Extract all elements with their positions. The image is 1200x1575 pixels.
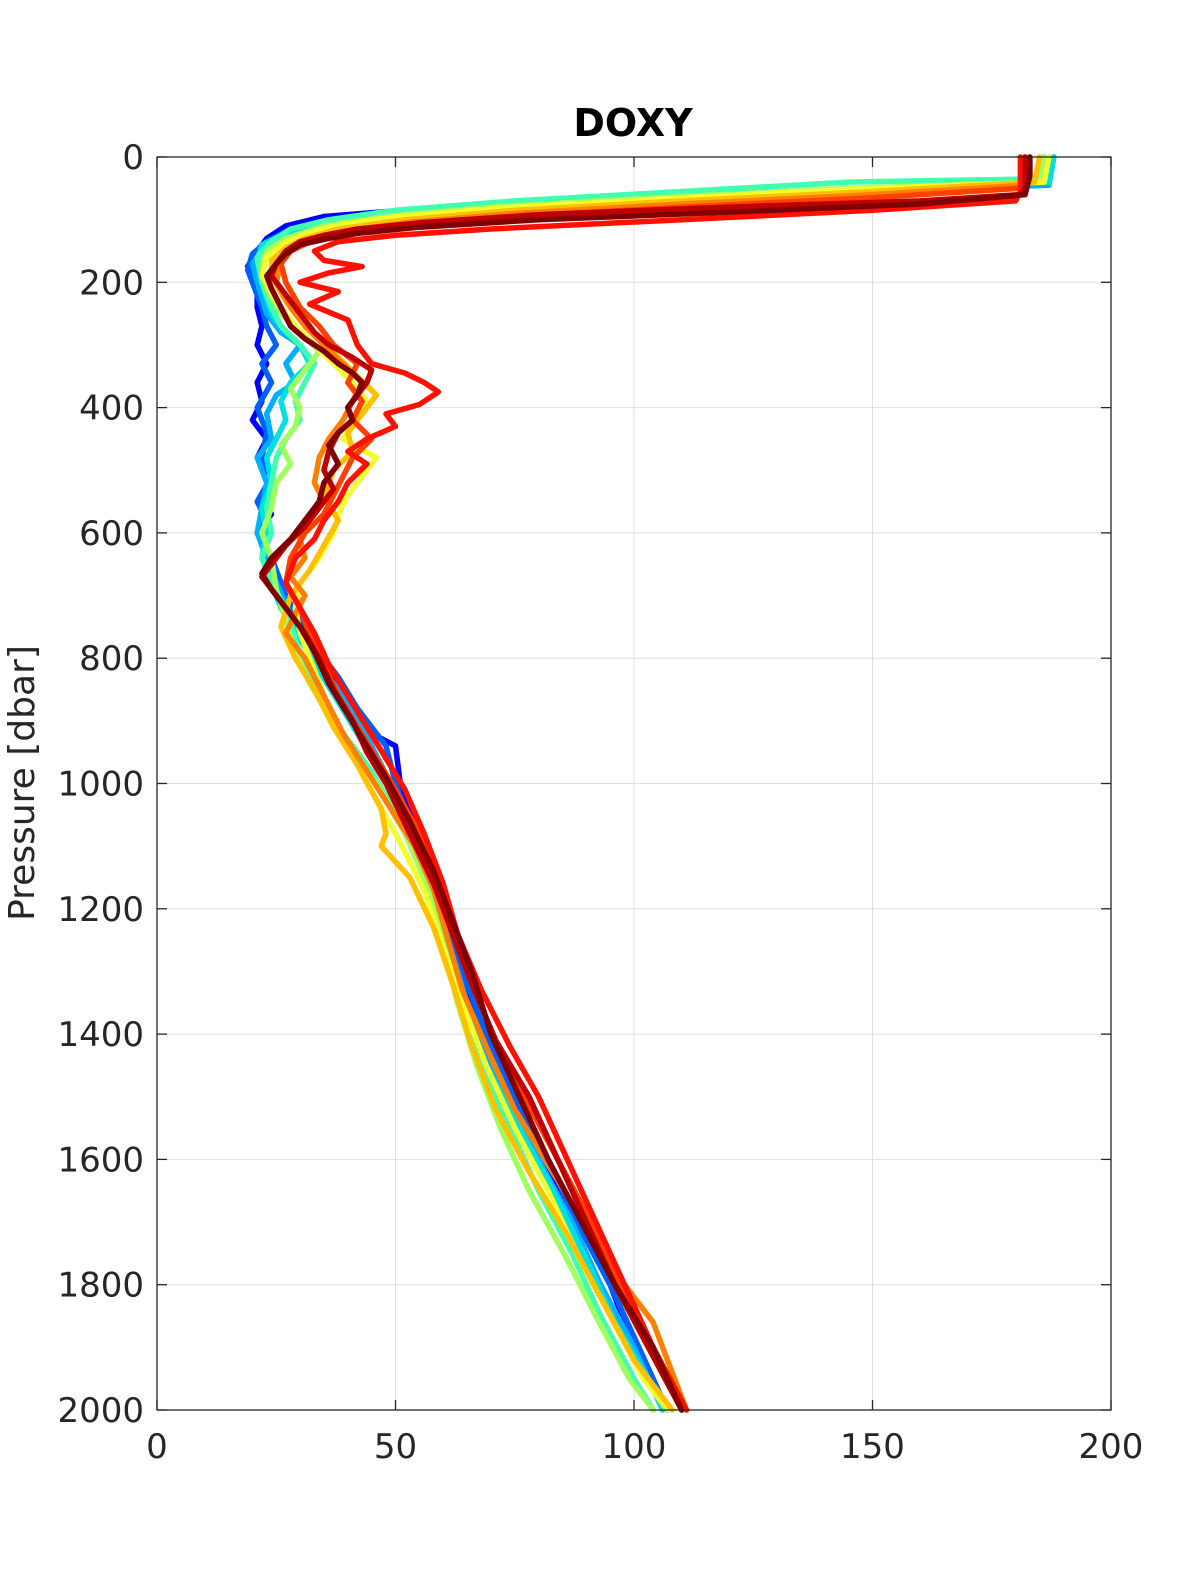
y-tick-label: 0 bbox=[122, 138, 144, 178]
series-line-7 bbox=[259, 154, 1052, 1413]
y-tick-label: 200 bbox=[79, 263, 144, 303]
x-tick-label: 0 bbox=[146, 1427, 168, 1467]
y-tick-label: 1800 bbox=[57, 1266, 144, 1306]
y-tick-label: 800 bbox=[79, 639, 144, 679]
y-tick-label: 1200 bbox=[57, 890, 144, 930]
x-tick-label: 200 bbox=[1079, 1427, 1144, 1467]
y-tick-label: 600 bbox=[79, 514, 144, 554]
x-tick-label: 150 bbox=[840, 1427, 905, 1467]
x-tick-label: 50 bbox=[374, 1427, 417, 1467]
series-layer bbox=[244, 154, 1057, 1413]
series-line-13 bbox=[259, 154, 1033, 1413]
y-tick-label: 1400 bbox=[57, 1015, 144, 1055]
y-tick-label: 400 bbox=[79, 389, 144, 429]
tick-labels: 0 50 100 150 2000200400600800100012001400160… bbox=[57, 138, 1143, 1467]
y-axis-label: Pressure [dbar] bbox=[2, 645, 43, 921]
y-tick-label: 1000 bbox=[57, 765, 144, 805]
y-tick-label: 2000 bbox=[57, 1391, 144, 1431]
x-tick-label: 100 bbox=[602, 1427, 667, 1467]
chart-title: DOXY bbox=[573, 101, 693, 145]
axes bbox=[156, 156, 1112, 1411]
y-tick-label: 1600 bbox=[57, 1140, 144, 1180]
series-line-12 bbox=[259, 154, 1028, 1413]
